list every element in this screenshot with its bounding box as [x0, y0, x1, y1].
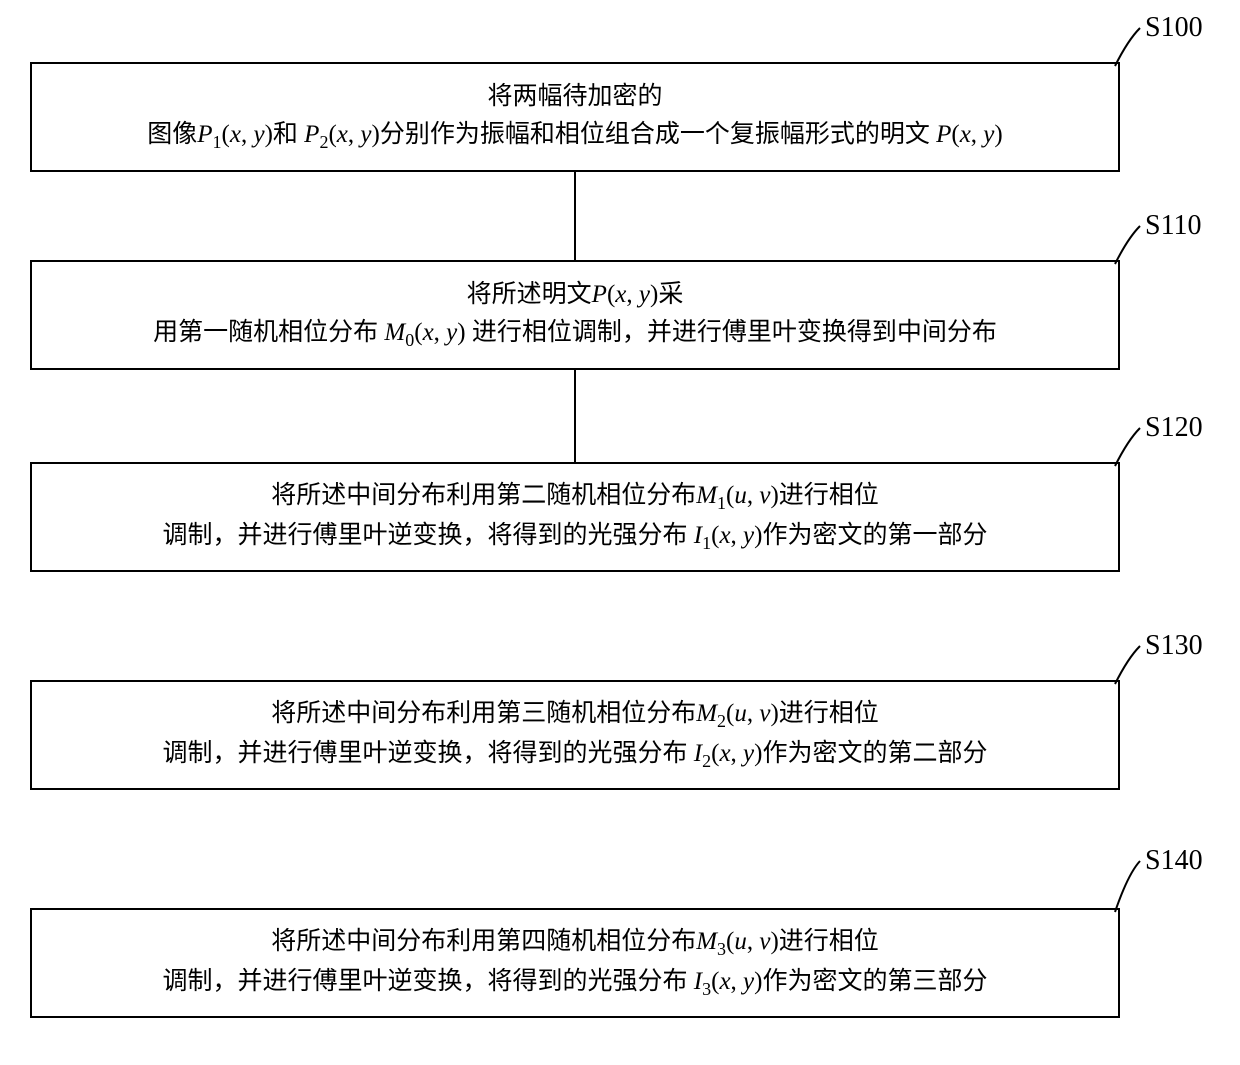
step-text-line1: 将所述明文P(x, y)采 [467, 276, 684, 314]
callout-curve-icon [1111, 424, 1144, 470]
step-label-s110: S110 [1145, 210, 1202, 242]
step-text-line1: 将所述中间分布利用第三随机相位分布M2(u, v)进行相位 [271, 695, 879, 735]
step-text-line1: 将所述中间分布利用第二随机相位分布M1(u, v)进行相位 [271, 477, 879, 517]
flowchart-container: 将两幅待加密的图像P1(x, y)和 P2(x, y)分别作为振幅和相位组合成一… [0, 0, 1240, 1065]
step-box-s130: 将所述中间分布利用第三随机相位分布M2(u, v)进行相位调制，并进行傅里叶逆变… [30, 680, 1120, 790]
callout-curve-icon [1111, 857, 1144, 916]
step-text-line2: 调制，并进行傅里叶逆变换，将得到的光强分布 I3(x, y)作为密文的第三部分 [163, 963, 988, 1003]
connector-line [574, 370, 576, 462]
step-label-s120: S120 [1145, 412, 1203, 444]
step-box-s100: 将两幅待加密的图像P1(x, y)和 P2(x, y)分别作为振幅和相位组合成一… [30, 62, 1120, 172]
connector-line [574, 172, 576, 260]
step-label-s140: S140 [1145, 845, 1203, 877]
step-text-line2: 图像P1(x, y)和 P2(x, y)分别作为振幅和相位组合成一个复振幅形式的… [147, 116, 1002, 156]
step-box-s140: 将所述中间分布利用第四随机相位分布M3(u, v)进行相位调制，并进行傅里叶逆变… [30, 908, 1120, 1018]
callout-curve-icon [1111, 642, 1144, 688]
step-text-line2: 调制，并进行傅里叶逆变换，将得到的光强分布 I2(x, y)作为密文的第二部分 [163, 735, 988, 775]
step-box-s110: 将所述明文P(x, y)采用第一随机相位分布 M0(x, y) 进行相位调制，并… [30, 260, 1120, 370]
step-text-line2: 调制，并进行傅里叶逆变换，将得到的光强分布 I1(x, y)作为密文的第一部分 [163, 517, 988, 557]
callout-curve-icon [1111, 24, 1144, 70]
step-label-s130: S130 [1145, 630, 1203, 662]
step-text-line2: 用第一随机相位分布 M0(x, y) 进行相位调制，并进行傅里叶变换得到中间分布 [153, 314, 997, 354]
step-text-line1: 将所述中间分布利用第四随机相位分布M3(u, v)进行相位 [271, 923, 879, 963]
step-text-line1: 将两幅待加密的 [487, 78, 662, 116]
step-box-s120: 将所述中间分布利用第二随机相位分布M1(u, v)进行相位调制，并进行傅里叶逆变… [30, 462, 1120, 572]
callout-curve-icon [1111, 222, 1144, 268]
step-label-s100: S100 [1145, 12, 1203, 44]
